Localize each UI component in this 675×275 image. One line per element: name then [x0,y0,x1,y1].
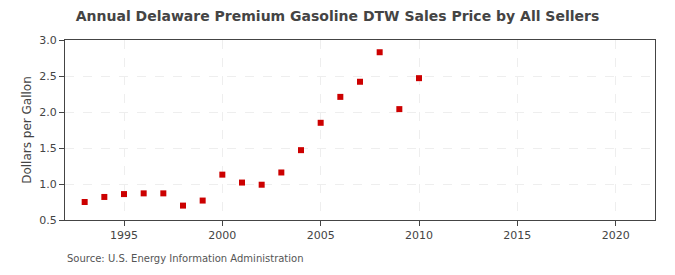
svg-text:2010: 2010 [405,229,433,242]
svg-text:Annual Delaware Premium Gasoli: Annual Delaware Premium Gasoline DTW Sal… [76,8,600,24]
svg-text:2.5: 2.5 [39,70,57,83]
svg-text:2005: 2005 [307,229,335,242]
svg-text:0.5: 0.5 [39,214,57,227]
svg-text:3.0: 3.0 [39,34,57,47]
svg-text:2000: 2000 [208,229,236,242]
svg-text:1.5: 1.5 [39,142,57,155]
svg-text:2.0: 2.0 [39,106,57,119]
svg-text:1995: 1995 [110,229,138,242]
svg-text:1.0: 1.0 [39,178,57,191]
svg-text:2015: 2015 [503,229,531,242]
svg-text:2020: 2020 [602,229,630,242]
svg-text:Source: U.S. Energy Informatio: Source: U.S. Energy Information Administ… [67,253,304,264]
svg-text:Dollars per Gallon: Dollars per Gallon [20,76,34,184]
